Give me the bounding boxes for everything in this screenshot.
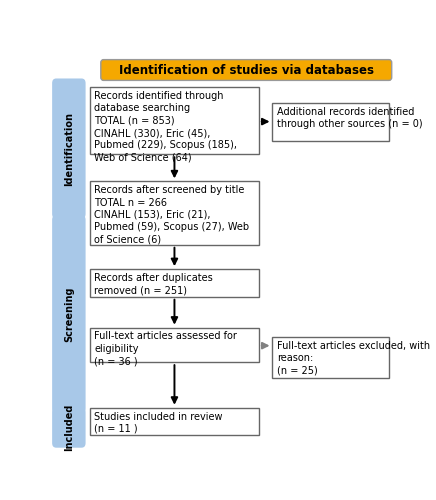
FancyBboxPatch shape (52, 215, 85, 413)
Text: Studies included in review
(n = 11 ): Studies included in review (n = 11 ) (94, 412, 223, 434)
FancyBboxPatch shape (272, 337, 389, 378)
Text: Records after screened by title
TOTAL n = 266
CINAHL (153), Eric (21),
Pubmed (5: Records after screened by title TOTAL n … (94, 185, 249, 244)
Text: Identification of studies via databases: Identification of studies via databases (119, 64, 374, 76)
Text: Screening: Screening (64, 286, 74, 342)
Text: Identification: Identification (64, 112, 74, 186)
FancyBboxPatch shape (90, 408, 259, 436)
FancyBboxPatch shape (90, 328, 259, 362)
FancyBboxPatch shape (90, 182, 259, 245)
Text: Included: Included (64, 404, 74, 452)
FancyBboxPatch shape (101, 60, 392, 80)
FancyBboxPatch shape (90, 87, 259, 154)
FancyBboxPatch shape (52, 78, 85, 218)
FancyBboxPatch shape (52, 408, 85, 448)
Text: Full-text articles assessed for
eligibility
(n = 36 ): Full-text articles assessed for eligibil… (94, 332, 237, 366)
Text: Records after duplicates
removed (n = 251): Records after duplicates removed (n = 25… (94, 273, 213, 295)
FancyBboxPatch shape (272, 103, 389, 141)
Text: Additional records identified
through other sources (n = 0): Additional records identified through ot… (277, 107, 422, 130)
Text: Full-text articles excluded, with
reason:
(n = 25): Full-text articles excluded, with reason… (277, 341, 430, 376)
Text: Records identified through
database searching
TOTAL (n = 853)
CINAHL (330), Eric: Records identified through database sear… (94, 91, 237, 163)
FancyBboxPatch shape (90, 269, 259, 297)
